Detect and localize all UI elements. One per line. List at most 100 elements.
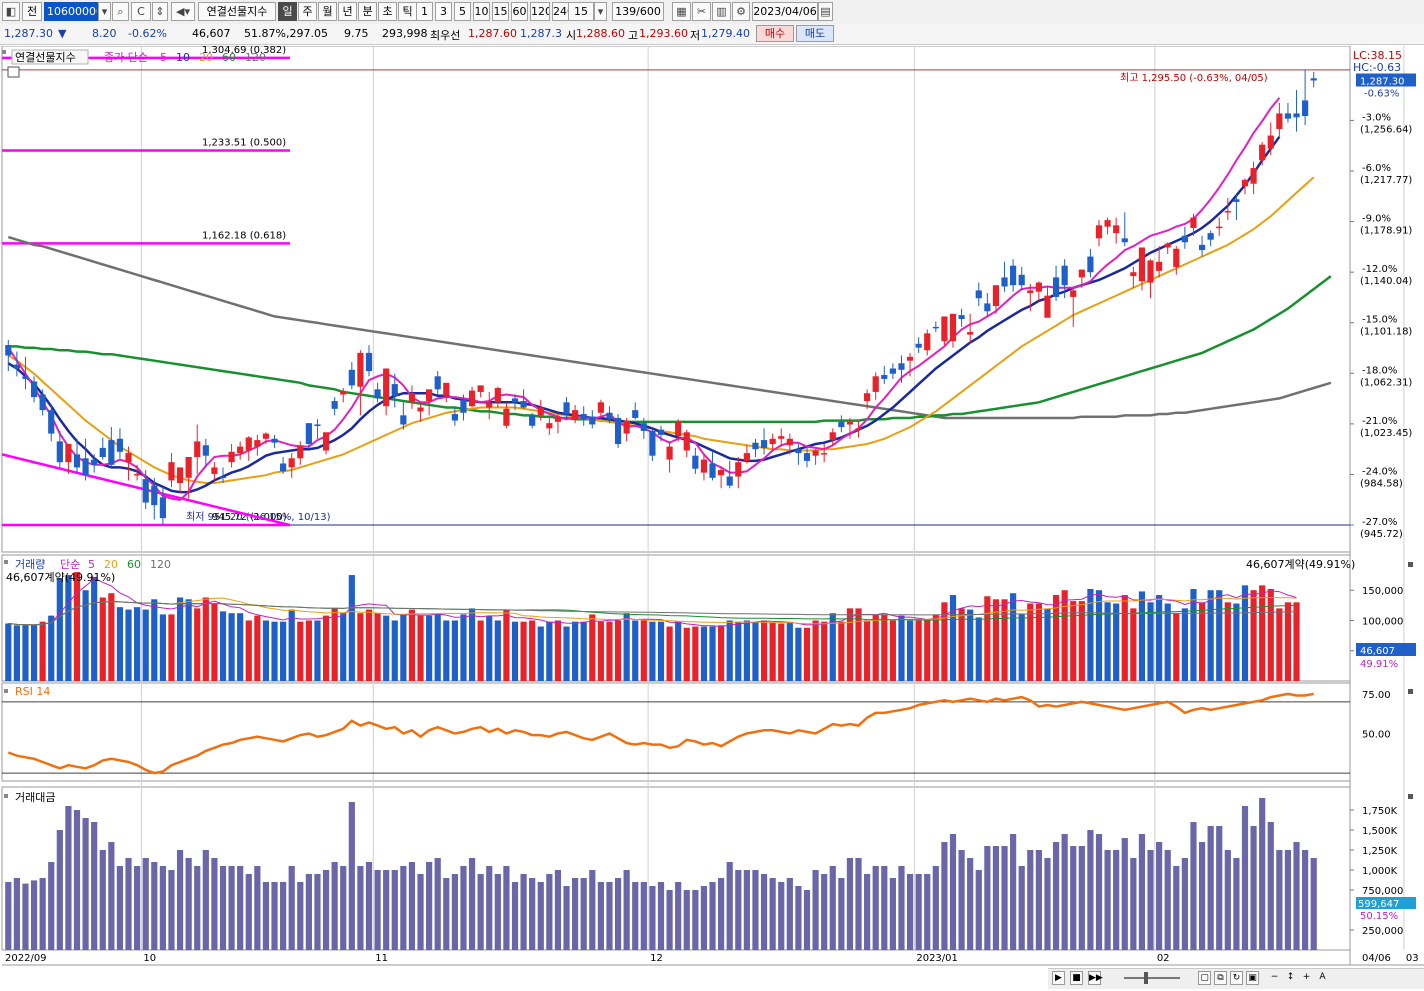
amount-bar	[743, 870, 750, 950]
speaker-icon[interactable]: ◀▾	[171, 2, 195, 21]
candle	[228, 451, 235, 463]
interval-button[interactable]: 3	[435, 2, 452, 21]
dropdown-icon[interactable]: ▾	[98, 2, 111, 21]
interval-dropdown-icon[interactable]: ▾	[594, 2, 607, 21]
y-axis-pct: -15.0%	[1362, 315, 1397, 326]
period-tab[interactable]: 월	[318, 2, 337, 21]
scroll-end-icon[interactable]: ▶▶	[1088, 971, 1103, 985]
split-view-icon[interactable]: ▢	[1198, 971, 1211, 985]
interval-button[interactable]: 1	[416, 2, 433, 21]
spin-icon[interactable]: ⇕	[152, 2, 168, 21]
volume-bar	[554, 620, 562, 681]
amount-bar	[1284, 850, 1292, 950]
amount-bar	[1121, 838, 1128, 950]
period-tab[interactable]: 년	[338, 2, 357, 21]
volume-bar	[477, 620, 484, 681]
interval-input[interactable]: 15	[568, 2, 594, 21]
zoom-in-icon[interactable]: +	[1302, 972, 1311, 982]
ma5-line	[7, 97, 1281, 501]
date-field[interactable]: 2023/04/06	[752, 2, 818, 21]
interval-button[interactable]: 60	[511, 2, 528, 21]
volume-bar	[460, 614, 467, 681]
quote-basis: 9.75	[344, 27, 369, 40]
volume-bar	[1233, 603, 1240, 681]
amount-bar	[443, 878, 450, 950]
amount-bar	[683, 890, 690, 950]
menu-icon[interactable]: ◧	[2, 2, 20, 21]
amount-bar	[597, 882, 604, 950]
candle	[91, 459, 98, 465]
zoom-slider[interactable]	[1124, 977, 1180, 979]
candle	[1156, 261, 1163, 271]
chart-scrollbar[interactable]: ▶ ■ ▶▶ ▢ ⧉ ↻ ▣ − ↕ + A	[1048, 968, 1424, 989]
volume-bar	[529, 620, 536, 681]
count-field[interactable]: 139/600	[612, 2, 664, 21]
amount-bar	[142, 858, 149, 950]
amount-bar	[108, 842, 115, 950]
copy-icon[interactable]: ⧉	[1214, 971, 1227, 985]
mode-button[interactable]: 전	[22, 2, 42, 21]
chart-type-icon[interactable]: ▥	[712, 2, 731, 21]
calendar-icon[interactable]: ▤	[818, 2, 833, 21]
candle	[1310, 78, 1317, 81]
refresh-icon[interactable]: ↻	[1230, 971, 1243, 985]
period-tab[interactable]: 일	[278, 2, 297, 21]
y-axis-pct: -21.0%	[1362, 416, 1397, 427]
interval-button[interactable]: 120	[530, 2, 550, 21]
amount-current-pct: 50.15%	[1360, 911, 1398, 922]
candle	[924, 333, 931, 351]
candle	[889, 368, 896, 374]
period-tab[interactable]: 초	[378, 2, 397, 21]
period-tab[interactable]: 분	[358, 2, 377, 21]
interval-button[interactable]: 10	[473, 2, 490, 21]
amount-bar	[288, 866, 295, 950]
grid-settings-icon[interactable]: ▦	[672, 2, 691, 21]
move-icon[interactable]: ↕	[1286, 972, 1295, 982]
amount-y-label: 1,000K	[1362, 866, 1398, 877]
chart-canvas[interactable]: 2022/091011122023/0102030404/061,304.69 …	[0, 46, 1424, 968]
amount-bar	[1224, 850, 1231, 950]
zoom-out-icon[interactable]: −	[1270, 972, 1279, 982]
amount-bar	[503, 866, 510, 950]
layout-icon[interactable]: ▣	[1246, 971, 1259, 985]
low-label: 저	[690, 29, 701, 42]
instrument-name: 연결선물지수	[198, 2, 276, 21]
amount-bar	[391, 870, 398, 950]
panel-collapse-icon	[2, 50, 6, 54]
gear-icon[interactable]: ⚙	[732, 2, 750, 21]
current-price-tag-bg	[1356, 73, 1416, 87]
amount-bar	[906, 874, 914, 950]
candle	[864, 393, 871, 402]
period-tab[interactable]: 틱	[398, 2, 417, 21]
auto-scale-icon[interactable]: A	[1319, 972, 1326, 982]
search-icon[interactable]: ⌕	[112, 2, 129, 21]
y-axis-label: (1,023.45)	[1360, 428, 1412, 439]
candle	[5, 345, 12, 356]
amount-bar	[400, 866, 407, 950]
interval-button[interactable]: 15	[492, 2, 509, 21]
zoom-slider-thumb[interactable]	[1144, 972, 1148, 984]
amount-bar	[434, 858, 441, 950]
candle	[640, 423, 647, 431]
ma-legend-period: 10	[176, 51, 190, 64]
compare-icon[interactable]: C	[131, 2, 151, 21]
candle	[1130, 272, 1137, 277]
amount-bar	[572, 878, 579, 950]
candle	[1293, 113, 1300, 118]
scroll-right-icon[interactable]: ▶	[1052, 971, 1065, 985]
scroll-pause-icon[interactable]: ■	[1070, 971, 1083, 985]
current-pct-tag: -0.63%	[1364, 88, 1399, 99]
volume-bar	[829, 613, 836, 681]
candle	[443, 382, 450, 396]
candle	[262, 433, 270, 439]
amount-bar	[915, 874, 922, 950]
period-tab[interactable]: 주	[298, 2, 317, 21]
tools-icon[interactable]: ✂	[692, 2, 711, 21]
volume-bar	[254, 615, 261, 681]
volume-ma-period: 5	[88, 558, 95, 571]
quote-change-pct: -0.62%	[128, 27, 167, 40]
code-input[interactable]: 10600000	[44, 2, 98, 21]
interval-button[interactable]: 5	[454, 2, 471, 21]
buy-button[interactable]: 매수	[756, 25, 794, 42]
sell-button[interactable]: 매도	[796, 25, 834, 42]
